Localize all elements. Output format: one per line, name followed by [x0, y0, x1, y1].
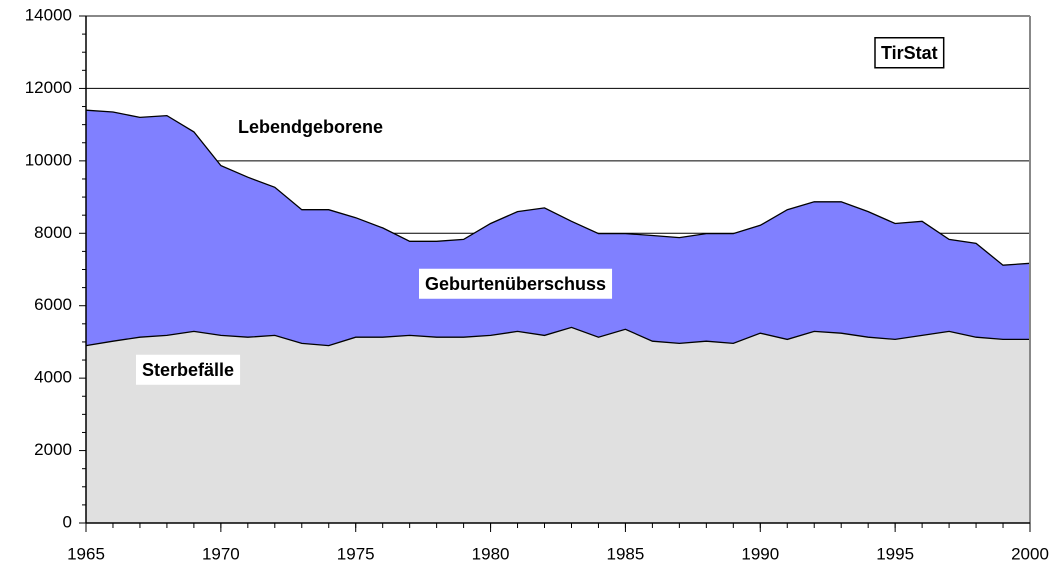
- x-tick-label: 1980: [472, 544, 510, 563]
- annotation-box: [136, 354, 241, 385]
- y-tick-label: 12000: [25, 78, 72, 97]
- x-tick-label: 1990: [741, 544, 779, 563]
- annotation: Lebendgeborene: [238, 117, 383, 137]
- x-tick-label: 1970: [202, 544, 240, 563]
- area-fill: [86, 110, 1030, 346]
- x-tick-label: 1985: [607, 544, 645, 563]
- area-fill: [86, 327, 1030, 523]
- x-tick-label: 2000: [1011, 544, 1049, 563]
- axes: 0 2000 4000 6000 8000 10000 12000 14000 1965 1970…: [25, 5, 1049, 563]
- annotation: Sterbefälle: [142, 360, 234, 380]
- series-line: [85, 109, 1031, 266]
- y-tick-label: 6000: [34, 295, 72, 314]
- annotation-box: [419, 268, 613, 299]
- annotation: TirStat: [881, 43, 938, 63]
- x-tick-label: 1975: [337, 544, 375, 563]
- y-tick-label: 0: [63, 512, 72, 531]
- y-tick-label: 4000: [34, 368, 72, 387]
- x-tick-label: 1965: [67, 544, 105, 563]
- annotation-box: [874, 37, 945, 69]
- y-tick-label: 10000: [25, 150, 72, 169]
- annotation: Geburtenüberschuss: [425, 274, 606, 294]
- x-tick-label: 1995: [876, 544, 914, 563]
- y-tick-label: 14000: [25, 5, 72, 24]
- y-tick-label: 8000: [34, 223, 72, 242]
- areas: [85, 109, 1031, 523]
- series-line: [85, 326, 1030, 347]
- y-tick-label: 2000: [34, 440, 72, 459]
